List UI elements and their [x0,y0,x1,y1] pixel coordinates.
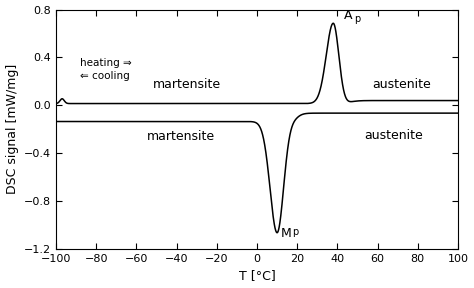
Text: p: p [292,228,299,238]
Text: p: p [355,14,361,24]
Text: A: A [344,9,352,22]
Text: austenite: austenite [365,129,423,142]
Text: heating ⇒: heating ⇒ [80,58,132,68]
Text: M: M [281,228,292,240]
Y-axis label: DSC signal [mW/mg]: DSC signal [mW/mg] [6,64,18,194]
Text: martensite: martensite [146,130,215,143]
Text: austenite: austenite [372,79,431,92]
X-axis label: T [°C]: T [°C] [238,270,275,283]
Text: ⇐ cooling: ⇐ cooling [80,71,130,81]
Text: martensite: martensite [153,79,221,92]
